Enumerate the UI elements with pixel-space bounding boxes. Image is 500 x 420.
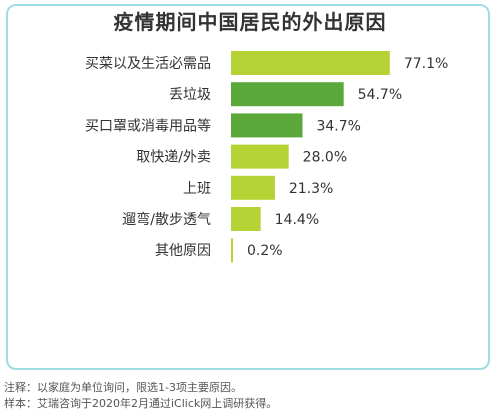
value-label: 77.1%	[404, 56, 448, 72]
bar	[231, 82, 344, 107]
value-label: 28.0%	[303, 150, 347, 166]
sample-text: 样本：艾瑞咨询于2020年2月通过iClick网上调研获得。	[4, 397, 278, 410]
bar	[231, 51, 390, 75]
value-label: 34.7%	[316, 118, 360, 134]
bar	[231, 144, 289, 169]
value-label: 14.4%	[275, 212, 319, 228]
category-label: 取快递/外卖	[136, 150, 211, 166]
chart-title: 疫情期间中国居民的外出原因	[113, 10, 387, 34]
bar-chart: 买菜以及生活必需品 77.1% 丢垃圾 54.7% 买口罩或消毒用品等 34.7% 取快递/…	[85, 51, 448, 263]
bar	[231, 113, 303, 138]
note-text: 注释：以家庭为单位询问，限选1-3项主要原因。	[4, 381, 242, 394]
category-label: 买口罩或消毒用品等	[85, 117, 211, 134]
category-label: 其他原因	[155, 243, 211, 259]
chart-frame	[6, 4, 490, 370]
category-label: 上班	[183, 181, 211, 197]
category-label: 丢垃圾	[169, 87, 211, 103]
footnotes: 注释：以家庭为单位询问，限选1-3项主要原因。 样本：艾瑞咨询于2020年2月通…	[4, 380, 494, 412]
bar	[231, 175, 275, 200]
category-label: 遛弯/散步透气	[122, 211, 211, 228]
category-label: 买菜以及生活必需品	[85, 56, 211, 72]
bar	[231, 238, 233, 263]
bar	[231, 207, 261, 231]
value-label: 21.3%	[289, 181, 333, 197]
value-label: 54.7%	[358, 87, 402, 103]
value-label: 0.2%	[247, 243, 283, 259]
